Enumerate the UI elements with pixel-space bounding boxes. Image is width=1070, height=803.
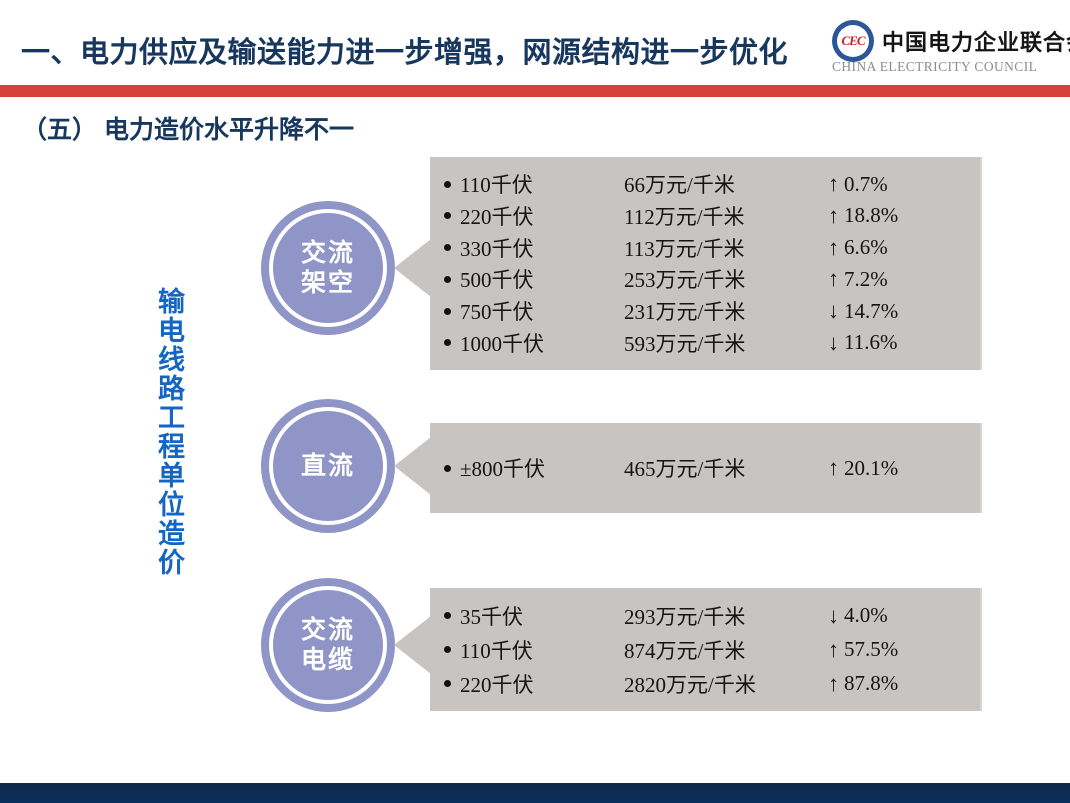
- side-label-vertical: 输电线路工程单位造价: [154, 287, 184, 577]
- change-value: 7.2%: [844, 266, 888, 291]
- cost-value: 113万元/千米: [624, 236, 745, 261]
- voltage-label: 35千伏: [460, 604, 523, 629]
- table-row: 330千伏 113万元/千米 ↑ 6.6%: [430, 232, 982, 264]
- voltage-label: 500千伏: [460, 268, 534, 293]
- table-row: 220千伏 2820万元/千米 ↑ 87.8%: [430, 667, 982, 701]
- circle-label-line1: 直流: [300, 452, 355, 480]
- category-circle-dc: 直流: [261, 399, 395, 533]
- voltage-label: 110千伏: [460, 173, 533, 197]
- voltage-label: 220千伏: [460, 672, 534, 697]
- cost-value: 231万元/千米: [624, 300, 746, 325]
- category-circle-ac-cable: 交流 电缆: [261, 578, 395, 712]
- table-row: 750千伏 231万元/千米 ↓ 14.7%: [430, 295, 982, 327]
- footer-bar: [0, 783, 1070, 803]
- callout-box-ac-cable: 35千伏 293万元/千米 ↓ 4.0% 110千伏 874万元/千米 ↑ 57.5…: [430, 588, 982, 711]
- logo-name-zh: 中国电力企业联合会: [882, 30, 1070, 55]
- trend-arrow-icon: ↑: [828, 234, 839, 260]
- circle-label-line2: 电缆: [300, 646, 355, 674]
- table-row: 35千伏 293万元/千米 ↓ 4.0%: [430, 599, 982, 633]
- change-value: 4.0%: [844, 603, 888, 627]
- change-value: 87.8%: [844, 671, 899, 695]
- voltage-label: 110千伏: [460, 638, 533, 663]
- bullet-icon: [444, 180, 451, 188]
- change-value: 14.7%: [844, 298, 899, 323]
- change-value: 20.1%: [844, 455, 899, 480]
- circle-label-line1: 交流: [300, 616, 355, 644]
- trend-arrow-icon: ↑: [828, 670, 839, 696]
- change-value: 11.6%: [844, 330, 898, 355]
- category-circle-ac-overhead: 交流 架空: [261, 201, 395, 335]
- cost-value: 465万元/千米: [624, 457, 746, 481]
- voltage-label: 220千伏: [460, 204, 534, 229]
- page-title: 一、电力供应及输送能力进一步增强，网源结构进一步优化: [21, 37, 789, 69]
- cec-logo: CEC 中国电力企业联合会 CHINA ELECTRICITY COUNCIL: [832, 18, 1070, 80]
- cec-emblem-inner: CEC: [837, 25, 869, 57]
- trend-arrow-icon: ↑: [828, 202, 839, 228]
- cost-value: 112万元/千米: [624, 204, 745, 229]
- header-divider-bar: [0, 85, 1070, 97]
- change-value: 6.6%: [844, 235, 888, 260]
- bullet-icon: [444, 339, 451, 347]
- table-row: 500千伏 253万元/千米 ↑ 7.2%: [430, 264, 982, 296]
- circle-label-line1: 交流: [300, 239, 355, 267]
- trend-arrow-icon: ↑: [828, 171, 839, 196]
- callout-pointer-icon: [394, 616, 431, 674]
- callout-pointer-icon: [394, 437, 431, 495]
- voltage-label: 1000千伏: [460, 331, 544, 356]
- bullet-icon: [444, 275, 451, 283]
- cost-value: 293万元/千米: [624, 604, 746, 629]
- trend-arrow-icon: ↑: [828, 266, 839, 292]
- voltage-label: 330千伏: [460, 236, 534, 261]
- trend-arrow-icon: ↓: [828, 602, 839, 628]
- bullet-icon: [444, 212, 451, 220]
- cost-value: 2820万元/千米: [624, 672, 756, 697]
- bullet-icon: [444, 464, 451, 472]
- circle-label-line2: 架空: [300, 269, 355, 297]
- bullet-icon: [444, 612, 451, 619]
- bullet-icon: [444, 680, 451, 687]
- cec-emblem-icon: CEC: [832, 20, 874, 62]
- change-value: 18.8%: [844, 203, 899, 228]
- trend-arrow-icon: ↓: [828, 298, 839, 324]
- bullet-icon: [444, 646, 451, 653]
- cost-value: 66万元/千米: [624, 173, 735, 197]
- logo-name-en: CHINA ELECTRICITY COUNCIL: [832, 59, 1038, 74]
- table-row: 220千伏 112万元/千米 ↑ 18.8%: [430, 200, 982, 232]
- table-row: 1000千伏 593万元/千米 ↓ 11.6%: [430, 327, 982, 359]
- voltage-label: ±800千伏: [460, 457, 546, 481]
- trend-arrow-icon: ↑: [828, 455, 839, 480]
- trend-arrow-icon: ↓: [828, 329, 839, 355]
- callout-box-dc: ±800千伏 465万元/千米 ↑ 20.1%: [430, 423, 982, 513]
- bullet-icon: [444, 307, 451, 315]
- callout-box-ac-overhead: 110千伏 66万元/千米 ↑ 0.7% 220千伏 112万元/千米 ↑ 18.8…: [430, 157, 982, 370]
- cost-value: 593万元/千米: [624, 331, 746, 356]
- cost-value: 253万元/千米: [624, 268, 746, 293]
- cec-monogram: CEC: [841, 33, 865, 48]
- table-row: 110千伏 874万元/千米 ↑ 57.5%: [430, 633, 982, 667]
- section-title: （五） 电力造价水平升降不一: [22, 116, 354, 144]
- table-row: ±800千伏 465万元/千米 ↑ 20.1%: [430, 453, 982, 483]
- table-row: 110千伏 66万元/千米 ↑ 0.7%: [430, 168, 982, 200]
- cost-value: 874万元/千米: [624, 638, 746, 663]
- trend-arrow-icon: ↑: [828, 636, 839, 662]
- change-value: 57.5%: [844, 637, 899, 661]
- change-value: 0.7%: [844, 171, 888, 196]
- bullet-icon: [444, 244, 451, 252]
- voltage-label: 750千伏: [460, 300, 534, 325]
- callout-pointer-icon: [394, 239, 431, 297]
